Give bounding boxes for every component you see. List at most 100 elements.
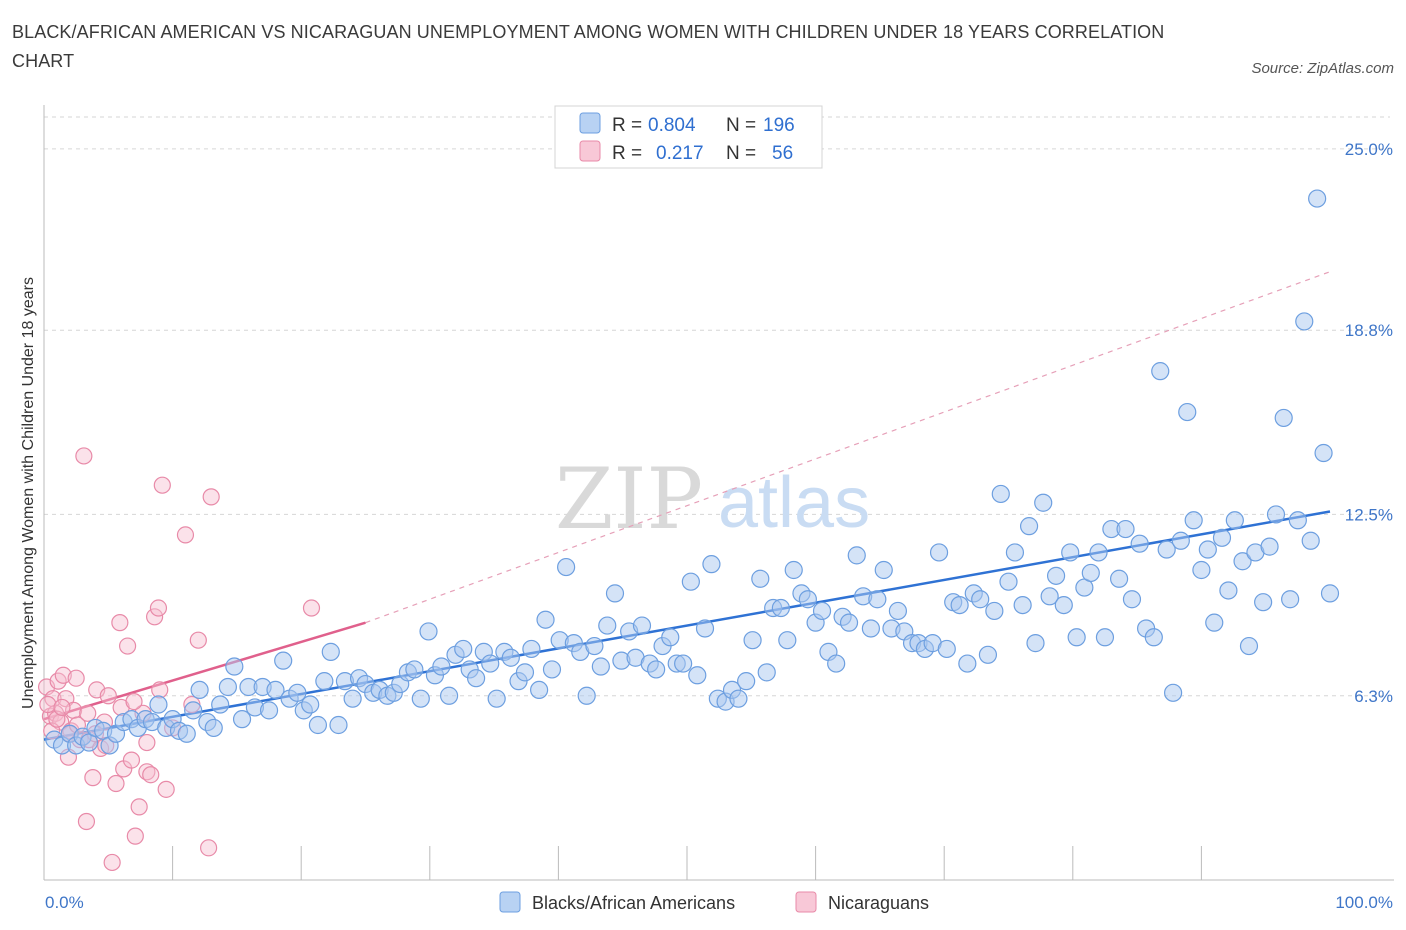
black-point (1192, 560, 1211, 580)
black-point (315, 672, 334, 691)
y-axis-label: Unemployment Among Women with Children U… (20, 277, 37, 709)
black-point (1260, 537, 1279, 556)
watermark-atlas: atlas (718, 463, 870, 543)
black-point (1205, 613, 1224, 632)
black-point (874, 560, 893, 580)
nicaraguan-point (111, 614, 129, 632)
black-point (329, 715, 348, 735)
nicaraguan-point (200, 839, 218, 857)
black-point (847, 546, 866, 565)
pink-trend-line (43, 621, 366, 721)
black-point (798, 590, 817, 609)
black-point (737, 672, 756, 691)
black-point (839, 613, 859, 632)
bottom-legend-swatch-blue (499, 891, 521, 913)
black-point (1157, 540, 1176, 559)
nicaraguan-point (149, 599, 168, 617)
chart-title: BLACK/AFRICAN AMERICAN VS NICARAGUAN UNE… (12, 22, 1165, 71)
nicaraguan-point (103, 853, 121, 872)
black-point (958, 654, 977, 673)
black-point (1026, 634, 1045, 653)
black-points (45, 189, 1340, 755)
black-point (681, 572, 700, 591)
top-legend: R = 0.804 N = 196 R = 0.217 N = 56 (554, 105, 823, 169)
black-point (978, 645, 998, 664)
black-point (1019, 517, 1039, 536)
nicaraguan-point (145, 608, 164, 626)
black-point (301, 695, 320, 714)
legend-swatch-pink (579, 140, 601, 162)
bottom-legend-label-blue: Blacks/African Americans (532, 893, 735, 913)
y-tick-labels: 6.3% 12.5% 18.8% 25.0% (1345, 140, 1393, 706)
black-point (211, 695, 230, 714)
black-point (1081, 563, 1100, 583)
nicaraguan-point (77, 812, 96, 831)
black-point (1178, 402, 1197, 422)
black-point (929, 543, 949, 562)
y-tick-label-3: 25.0% (1345, 140, 1393, 159)
black-point (1089, 543, 1108, 562)
black-point (688, 666, 707, 685)
watermark-zip: ZIP (555, 450, 703, 548)
black-point (937, 639, 956, 659)
black-point (695, 619, 715, 638)
x-tick-min: 0.0% (45, 893, 84, 912)
black-point (591, 657, 610, 676)
black-point (757, 663, 776, 682)
black-point (1067, 628, 1086, 647)
y-tick-label-1: 12.5% (1345, 505, 1393, 524)
black-point (536, 610, 555, 629)
black-point (1122, 590, 1142, 609)
black-point (1219, 581, 1238, 600)
black-point (190, 680, 209, 700)
black-point (985, 601, 1004, 621)
legend-r-label-1: R = (612, 115, 642, 136)
legend-n-value-2: 56 (772, 143, 793, 164)
black-point (674, 654, 693, 673)
black-point (1288, 511, 1307, 530)
bottom-legend: Blacks/African Americans Nicaraguans (499, 891, 929, 913)
black-point (827, 654, 846, 673)
black-point (751, 569, 770, 588)
black-point (661, 628, 680, 647)
nicaraguan-point (126, 827, 144, 845)
black-point (557, 557, 576, 577)
nicaraguan-point (130, 798, 148, 816)
black-point (1308, 189, 1327, 208)
black-point (411, 689, 430, 708)
black-point (184, 701, 203, 720)
black-point (288, 683, 307, 702)
y-tick-label-2: 18.8% (1345, 321, 1393, 340)
black-point (466, 669, 486, 688)
legend-r-value-1: 0.804 (648, 115, 696, 136)
black-point (1320, 584, 1340, 603)
legend-n-value-1: 196 (763, 115, 795, 136)
black-point (530, 680, 549, 700)
black-point (729, 689, 748, 708)
black-point (1061, 543, 1080, 562)
black-point (1266, 505, 1286, 524)
nicaraguan-point (84, 769, 102, 787)
nicaraguan-point (153, 476, 171, 494)
axes (43, 105, 1394, 881)
black-point (971, 590, 990, 609)
legend-swatch-blue (579, 112, 601, 134)
black-point (405, 660, 424, 679)
nicaraguan-point (67, 669, 85, 687)
black-point (950, 595, 969, 615)
nicaraguan-point (53, 698, 71, 717)
black-point (1233, 552, 1252, 571)
black-point (419, 622, 438, 641)
watermark: ZIP atlas (555, 450, 870, 548)
black-point (1034, 493, 1053, 512)
black-point (778, 631, 797, 650)
black-point (232, 710, 252, 729)
black-point (1171, 531, 1190, 550)
nicaraguan-point (176, 526, 195, 544)
nicaraguan-point (125, 693, 143, 711)
legend-r-label-2: R = (612, 143, 642, 164)
black-point (647, 660, 666, 679)
black-point (702, 555, 721, 574)
black-point (784, 560, 803, 580)
black-point (487, 689, 506, 708)
